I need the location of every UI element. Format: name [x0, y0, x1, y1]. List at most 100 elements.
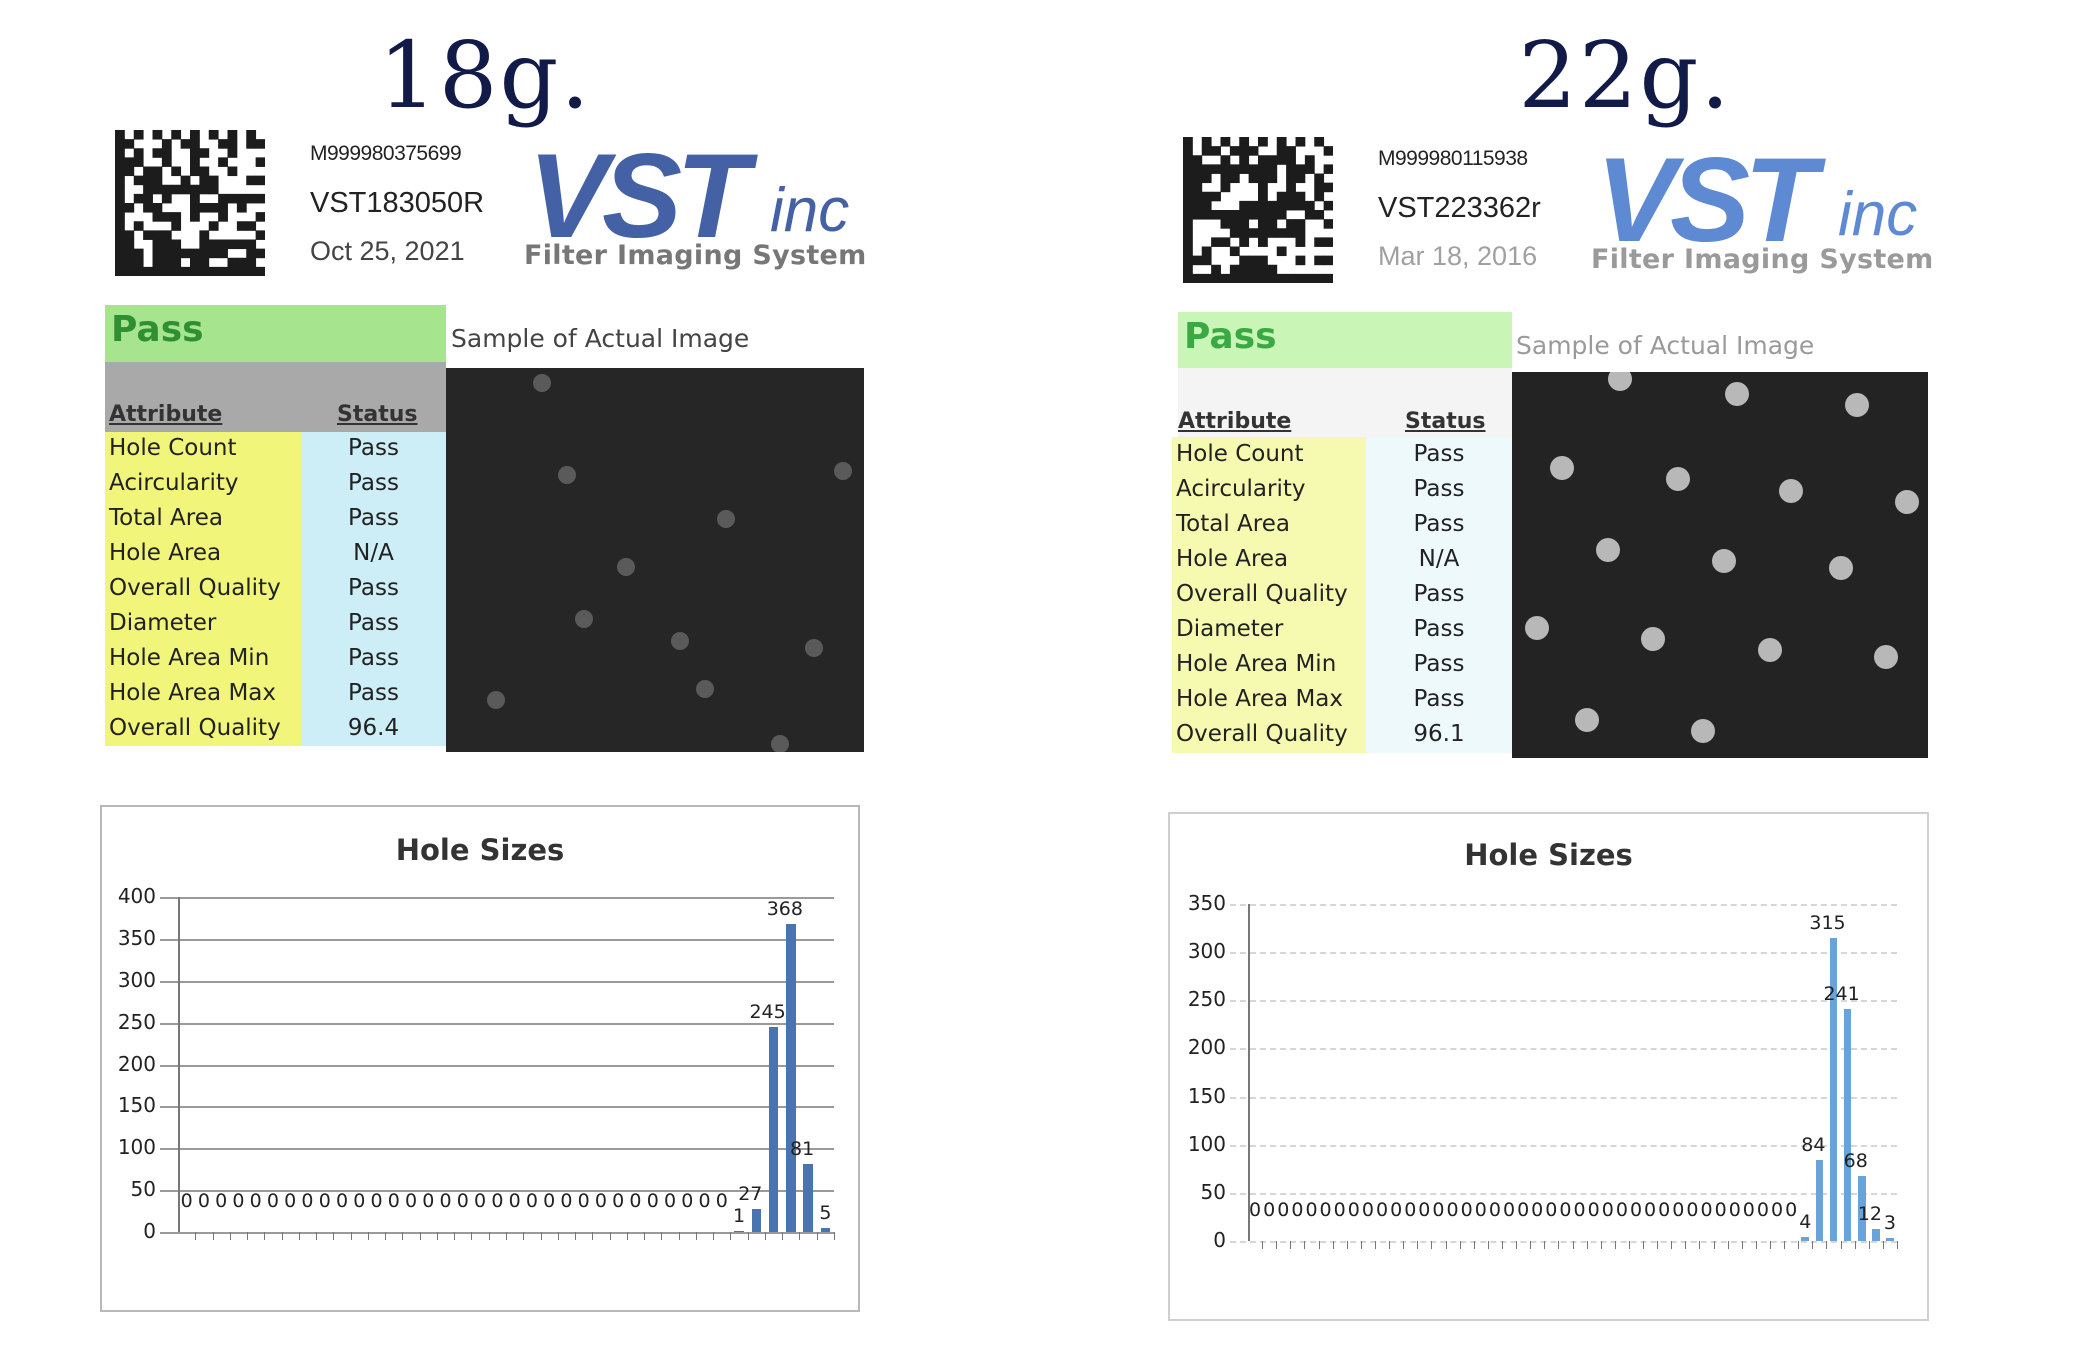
x-tick: [557, 1232, 559, 1240]
bar-data-label: 0: [698, 1190, 711, 1212]
x-tick: [367, 1232, 369, 1240]
histogram-bar: [786, 923, 796, 1232]
bar-data-label: 81: [790, 1138, 815, 1161]
bar-data-label: 0: [543, 1190, 556, 1212]
bar-data-label: 0: [1319, 1199, 1332, 1221]
x-tick: [1868, 1241, 1870, 1249]
bar-data-label: 0: [387, 1190, 400, 1212]
x-tick: [454, 1232, 456, 1240]
attribute-name: Acircularity: [109, 470, 239, 497]
x-tick: [1304, 1241, 1306, 1249]
hole-dot: [487, 690, 506, 709]
y-tick-label: 200: [1187, 1035, 1226, 1060]
bar-data-label: 0: [1756, 1199, 1769, 1221]
hole-dot: [1524, 615, 1549, 640]
x-tick: [695, 1232, 697, 1240]
x-tick: [1643, 1241, 1645, 1249]
bar-data-label: 0: [1404, 1199, 1417, 1221]
attribute-status: 96.4: [347, 714, 400, 741]
status-column: [301, 432, 446, 746]
x-tick: [1403, 1241, 1405, 1249]
attribute-name: Hole Area Min: [1176, 651, 1337, 678]
bar-data-label: 0: [1629, 1199, 1643, 1221]
hole-dot: [804, 639, 823, 658]
bar-data-label: 84: [1801, 1134, 1826, 1157]
histogram-bar: [803, 1164, 813, 1232]
bar-data-label: 245: [749, 1000, 786, 1023]
gridline: [1230, 1000, 1897, 1003]
bar-data-label: 0: [1545, 1199, 1558, 1221]
bar-data-label: 0: [249, 1190, 262, 1212]
bar-data-label: 0: [577, 1190, 590, 1212]
bar-data-label: 5: [819, 1201, 832, 1224]
histogram-bar: [734, 1231, 744, 1232]
bar-data-label: 0: [1714, 1199, 1727, 1221]
attribute-status: Pass: [1413, 686, 1465, 713]
x-tick: [264, 1232, 266, 1240]
x-tick: [575, 1232, 577, 1240]
serial-number: VST223362r: [1378, 192, 1541, 224]
bar-data-label: 0: [1277, 1199, 1290, 1221]
hole-dot: [1724, 382, 1749, 407]
bar-data-label: 0: [1460, 1199, 1473, 1221]
attribute-status: N/A: [1418, 545, 1460, 572]
bar-data-label: 27: [738, 1183, 763, 1206]
table-row: Hole Area N/A: [105, 537, 446, 572]
x-tick: [1586, 1241, 1588, 1249]
histogram-bar: [751, 1209, 762, 1232]
result-banner: Pass: [105, 305, 446, 362]
bar-data-label: 0: [1333, 1199, 1346, 1221]
y-tick-label: 100: [117, 1135, 156, 1160]
gridline: [1230, 904, 1897, 906]
table-row: Hole Count Pass: [105, 432, 446, 467]
x-tick: [281, 1232, 283, 1240]
x-tick: [1882, 1241, 1884, 1249]
x-tick: [247, 1232, 249, 1240]
header-attribute: Attribute: [109, 402, 223, 427]
x-tick: [1262, 1241, 1264, 1249]
y-tick-label: 0: [143, 1219, 156, 1243]
bar-data-label: 12: [1857, 1203, 1882, 1226]
inspection-date: Oct 25, 2021: [310, 236, 465, 266]
histogram-bar: [1871, 1229, 1880, 1241]
bar-data-label: 0: [1502, 1199, 1516, 1221]
attribute-name: Total Area: [109, 505, 223, 532]
hole-dot: [1574, 708, 1599, 733]
table-row: Hole Count Pass: [1172, 437, 1512, 472]
y-tick-label: 150: [117, 1093, 156, 1118]
results-table: Hole Count Pass Acircularity Pass Total Area…: [1172, 437, 1512, 753]
attribute-name: Acircularity: [1176, 475, 1306, 502]
attribute-name: Overall Quality: [1176, 580, 1348, 607]
x-tick: [1600, 1241, 1602, 1249]
x-tick: [1516, 1241, 1518, 1249]
gridline: [160, 1148, 834, 1151]
histogram-bar: [820, 1227, 831, 1232]
x-tick: [1487, 1241, 1489, 1249]
hole-dot: [717, 510, 736, 529]
attribute-status: Pass: [1413, 475, 1465, 502]
x-tick: [1614, 1241, 1616, 1249]
attribute-status: Pass: [1413, 580, 1465, 607]
status-column: [1366, 437, 1512, 753]
vst-logo-suffix: inc: [770, 176, 850, 245]
bar-data-label: 0: [646, 1190, 659, 1212]
sample-image-label: Sample of Actual Image: [451, 324, 750, 353]
bar-data-label: 0: [370, 1190, 383, 1212]
bar-data-label: 0: [560, 1190, 573, 1212]
x-tick: [626, 1232, 628, 1240]
logo-tagline: Filter Imaging System: [1591, 244, 1934, 275]
x-tick: [799, 1232, 801, 1240]
bar-data-label: 0: [1559, 1199, 1572, 1221]
result-status: Pass: [1184, 316, 1277, 357]
attribute-name: Hole Area: [109, 540, 222, 567]
gridline: [160, 980, 834, 983]
x-tick: [350, 1232, 352, 1240]
y-tick-label: 50: [1200, 1179, 1226, 1204]
bar-data-label: 0: [1263, 1199, 1276, 1221]
histogram-bar: [1857, 1175, 1866, 1241]
x-tick: [1784, 1241, 1786, 1249]
attribute-status: 96.1: [1413, 721, 1465, 748]
y-tick-label: 100: [1187, 1131, 1226, 1156]
x-tick: [592, 1232, 594, 1240]
bar-data-label: 0: [1291, 1199, 1304, 1221]
